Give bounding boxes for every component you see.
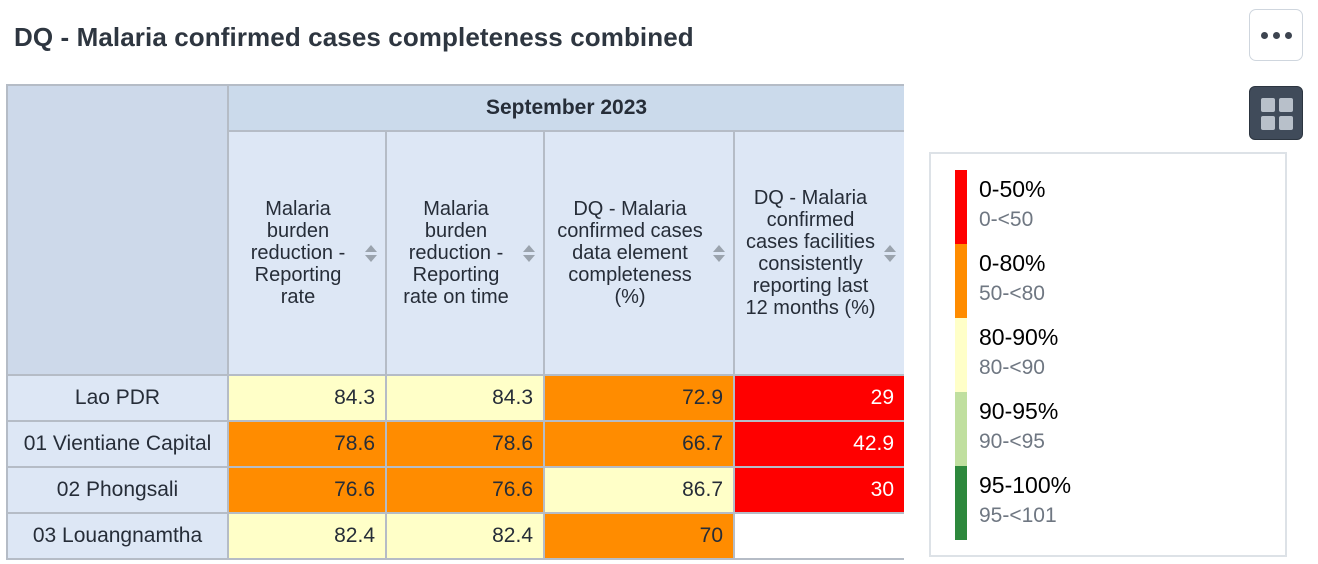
legend-color-swatch bbox=[955, 318, 967, 392]
row-header: 03 Louangnamtha bbox=[6, 512, 229, 560]
sort-icon[interactable] bbox=[884, 244, 897, 262]
table-cell[interactable]: 76.6 bbox=[227, 466, 387, 514]
table-cell[interactable]: 70 bbox=[543, 512, 735, 560]
table-row: 03 Louangnamtha 82.4 82.4 70 bbox=[6, 512, 904, 560]
column-header[interactable]: Malaria burden reduction - Reporting rat… bbox=[385, 130, 545, 376]
table-cell[interactable]: 76.6 bbox=[385, 466, 545, 514]
table-row: 01 Vientiane Capital 78.6 78.6 66.7 42.9 bbox=[6, 420, 904, 468]
sort-icon[interactable] bbox=[713, 244, 725, 262]
period-header: September 2023 bbox=[226, 84, 904, 132]
more-horizontal-icon bbox=[1260, 31, 1292, 39]
legend-item: 0-80% 50-<80 bbox=[955, 244, 1255, 318]
table-cell[interactable]: 84.3 bbox=[385, 374, 545, 422]
legend-toggle-button[interactable] bbox=[1249, 86, 1303, 140]
legend-item-label: 80-90% bbox=[979, 324, 1059, 350]
pivot-table-container[interactable]: September 2023 Malaria burden reduction … bbox=[6, 84, 904, 564]
column-header[interactable]: DQ - Malaria confirmed cases data elemen… bbox=[543, 130, 735, 376]
legend-item-range: 0-<50 bbox=[979, 208, 1034, 231]
table-cell[interactable] bbox=[732, 512, 904, 560]
sort-icon[interactable] bbox=[365, 244, 377, 262]
legend-item-label: 95-100% bbox=[979, 472, 1072, 498]
table-cell[interactable]: 82.4 bbox=[227, 512, 387, 560]
legend-item-range: 95-<101 bbox=[979, 504, 1057, 527]
table-cell[interactable]: 82.4 bbox=[385, 512, 545, 560]
legend-item-range: 50-<80 bbox=[979, 282, 1045, 305]
legend-item-range: 90-<95 bbox=[979, 430, 1045, 453]
corner-header bbox=[6, 84, 229, 376]
column-header-label: DQ - Malaria confirmed cases facilities … bbox=[745, 187, 876, 319]
legend-color-swatch bbox=[955, 392, 967, 466]
table-cell[interactable]: 78.6 bbox=[385, 420, 545, 468]
table-cell[interactable]: 30 bbox=[732, 466, 904, 514]
sort-icon[interactable] bbox=[523, 244, 535, 262]
table-cell[interactable]: 78.6 bbox=[227, 420, 387, 468]
legend-item: 90-95% 90-<95 bbox=[955, 392, 1255, 466]
row-header: Lao PDR bbox=[6, 374, 229, 422]
legend-color-swatch bbox=[955, 170, 967, 244]
legend-item: 0-50% 0-<50 bbox=[955, 170, 1255, 244]
legend-item-label: 90-95% bbox=[979, 398, 1059, 424]
legend-item-label: 0-50% bbox=[979, 176, 1046, 202]
table-row: Lao PDR 84.3 84.3 72.9 29 bbox=[6, 374, 904, 422]
legend-color-swatch bbox=[955, 466, 967, 540]
table-cell[interactable]: 84.3 bbox=[227, 374, 387, 422]
column-header[interactable]: Malaria burden reduction - Reporting rat… bbox=[227, 130, 387, 376]
pivot-table: September 2023 Malaria burden reduction … bbox=[6, 84, 904, 560]
table-row: 02 Phongsali 76.6 76.6 86.7 30 bbox=[6, 466, 904, 514]
legend-color-swatch bbox=[955, 244, 967, 318]
more-options-button[interactable] bbox=[1249, 9, 1303, 61]
legend-item-label: 0-80% bbox=[979, 250, 1046, 276]
legend-item: 80-90% 80-<90 bbox=[955, 318, 1255, 392]
table-cell[interactable]: 29 bbox=[732, 374, 904, 422]
legend-item-range: 80-<90 bbox=[979, 356, 1045, 379]
column-header-label: DQ - Malaria confirmed cases data elemen… bbox=[557, 198, 703, 308]
table-cell[interactable]: 72.9 bbox=[543, 374, 735, 422]
column-header-label: Malaria burden reduction - Reporting rat… bbox=[250, 198, 346, 308]
table-cell[interactable]: 86.7 bbox=[543, 466, 735, 514]
column-header-label: Malaria burden reduction - Reporting rat… bbox=[403, 198, 509, 308]
visualization-title: DQ - Malaria confirmed cases completenes… bbox=[14, 22, 694, 52]
table-cell[interactable]: 42.9 bbox=[732, 420, 904, 468]
row-header: 02 Phongsali bbox=[6, 466, 229, 514]
legend-panel: 0-50% 0-<50 0-80% 50-<80 80-90% 80-<90 90-95% 9… bbox=[929, 152, 1287, 557]
column-header[interactable]: DQ - Malaria confirmed cases facilities … bbox=[732, 130, 904, 376]
table-cell[interactable]: 66.7 bbox=[543, 420, 735, 468]
row-header: 01 Vientiane Capital bbox=[6, 420, 229, 468]
legend-item: 95-100% 95-<101 bbox=[955, 466, 1255, 540]
